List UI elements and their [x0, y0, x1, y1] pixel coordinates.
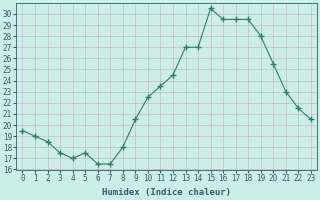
X-axis label: Humidex (Indice chaleur): Humidex (Indice chaleur) [102, 188, 231, 197]
